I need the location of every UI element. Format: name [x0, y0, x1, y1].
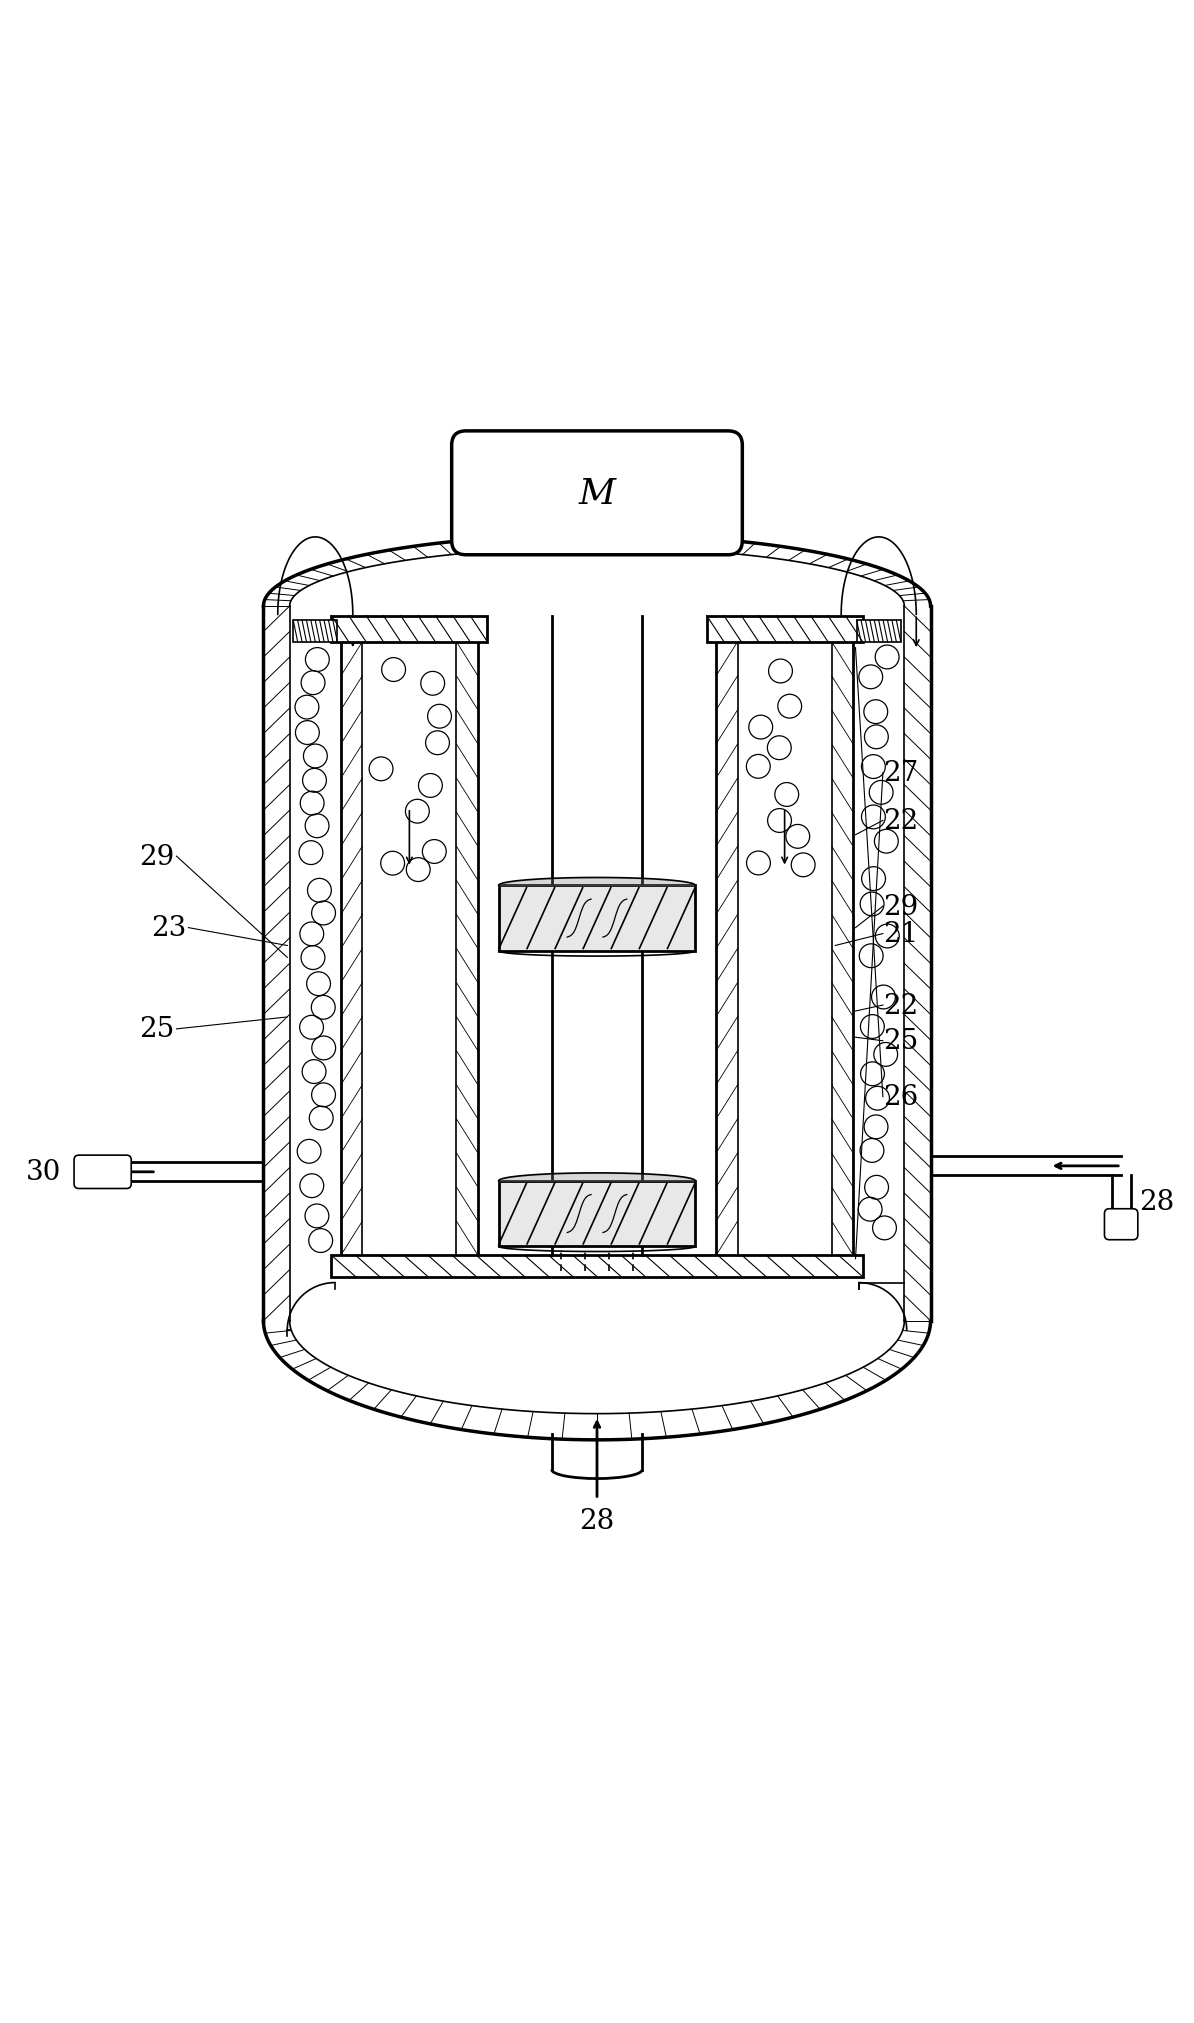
Bar [856, 621, 900, 643]
Bar [332, 617, 487, 643]
FancyBboxPatch shape [451, 431, 743, 556]
Polygon shape [290, 548, 904, 1414]
Bar [707, 617, 862, 643]
FancyBboxPatch shape [1104, 1210, 1138, 1240]
Text: 28: 28 [579, 1507, 615, 1535]
Text: 27: 27 [882, 761, 918, 787]
Text: 30: 30 [25, 1159, 61, 1185]
Text: 29: 29 [882, 894, 918, 920]
Bar [499, 1181, 695, 1246]
Text: 22: 22 [882, 991, 918, 1020]
Text: 23: 23 [150, 914, 186, 941]
Bar [294, 621, 338, 643]
Text: 28: 28 [1139, 1188, 1174, 1216]
Text: 22: 22 [882, 807, 918, 835]
Text: 26: 26 [882, 1084, 918, 1111]
Text: 25: 25 [882, 1028, 918, 1054]
FancyBboxPatch shape [74, 1155, 131, 1190]
Text: 21: 21 [882, 920, 918, 947]
Text: M: M [579, 477, 615, 510]
Bar [332, 1256, 862, 1277]
Bar [738, 643, 832, 1256]
Text: 25: 25 [139, 1016, 174, 1042]
Bar [499, 886, 695, 951]
Text: 29: 29 [139, 844, 174, 870]
Bar [362, 643, 456, 1256]
